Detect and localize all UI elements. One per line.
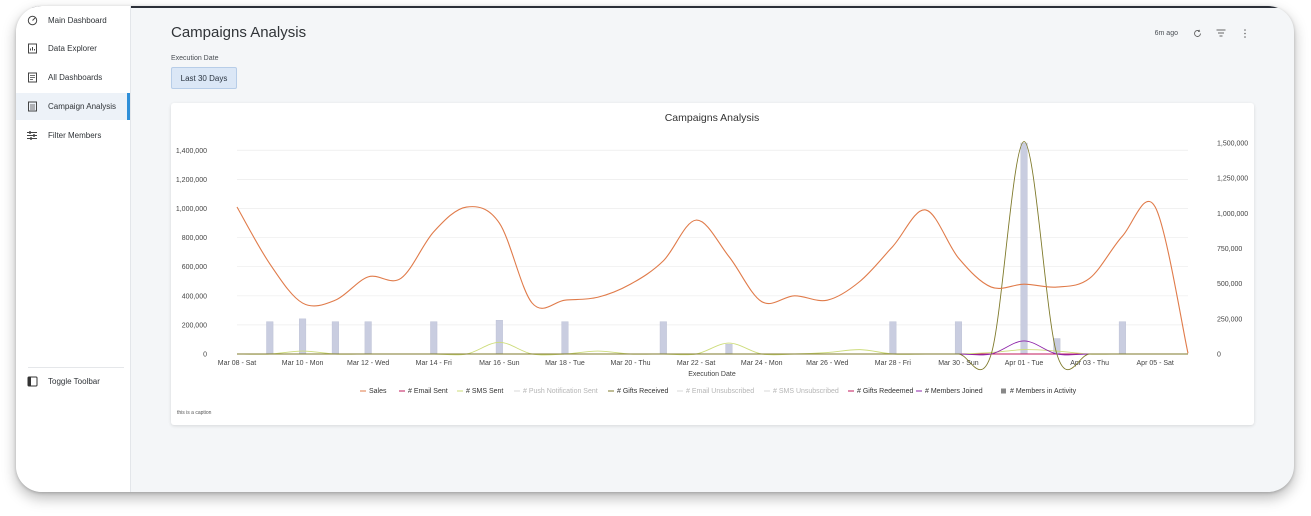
x-tick-label: Mar 30 - Sun (938, 360, 979, 367)
x-tick-label: Mar 12 - Wed (347, 360, 389, 367)
main-content: Campaigns Analysis 6m ago Execution Date… (135, 6, 1294, 492)
legend-label: # SMS Unsubscribed (773, 388, 839, 395)
y-left-tick-label: 0 (203, 352, 207, 359)
sidebar-item-filter-members[interactable]: Filter Members (16, 122, 130, 149)
series-line-gifts-received (237, 141, 1188, 371)
chart-card: Campaigns Analysis 0 200,000 400,000 600,000… (171, 103, 1254, 425)
toolbar-panel-icon (24, 374, 40, 390)
last-updated-text: 6m ago (1154, 29, 1178, 37)
bar-members-in-activity (299, 318, 307, 355)
series-line-sms-sent (236, 341, 1188, 356)
x-tick-label: Mar 18 - Tue (545, 360, 585, 367)
page-title: Campaigns Analysis (171, 24, 307, 41)
sidebar-item-campaign-analysis[interactable]: Campaign Analysis (16, 93, 130, 120)
y-left-tick-label: 600,000 (182, 264, 207, 271)
legend-label: # Email Sent (408, 388, 448, 395)
app-window: Main Dashboard Data Explorer All Dashboa… (16, 6, 1294, 492)
bar-members-in-activity (1020, 142, 1028, 355)
dashboards-list-icon (24, 70, 40, 86)
x-tick-label: Mar 14 - Fri (416, 360, 453, 367)
top-border (16, 6, 1294, 8)
refresh-icon[interactable] (1192, 28, 1202, 38)
x-tick-label: Mar 22 - Sat (677, 360, 716, 367)
bar-members-in-activity (954, 321, 962, 355)
bar-members-in-activity (495, 320, 503, 355)
x-tick-label: Mar 08 - Sat (218, 360, 257, 367)
legend-label: Sales (369, 388, 387, 395)
bar-members-in-activity (659, 321, 667, 355)
sidebar-item-label: Filter Members (48, 131, 102, 140)
bar-members-in-activity (889, 321, 897, 355)
y-right-tick-label: 0 (1217, 352, 1221, 359)
x-axis-label: Execution Date (688, 371, 736, 378)
y-left-tick-label: 1,400,000 (176, 148, 207, 155)
filter-icon[interactable] (1216, 28, 1226, 38)
y-left-tick-label: 800,000 (182, 235, 207, 242)
chart-title: Campaigns Analysis (665, 112, 760, 124)
more-vertical-icon[interactable] (1240, 28, 1250, 38)
sliders-icon (24, 128, 40, 144)
y-left-tick-label: 200,000 (182, 322, 207, 329)
sidebar-item-label: Main Dashboard (48, 16, 107, 25)
y-right-tick-label: 1,250,000 (1217, 176, 1248, 183)
bar-members-in-activity (725, 343, 733, 355)
y-right-tick-label: 1,000,000 (1217, 211, 1248, 218)
y-left-tick-label: 400,000 (182, 293, 207, 300)
x-tick-label: Apr 01 - Tue (1005, 360, 1044, 367)
header-actions: 6m ago (1155, 28, 1250, 38)
sidebar-item-main-dashboard[interactable]: Main Dashboard (16, 7, 130, 34)
sidebar-item-label: All Dashboards (48, 73, 103, 82)
legend-label: # SMS Sent (466, 388, 503, 395)
x-tick-label: Mar 20 - Thu (611, 360, 651, 367)
report-icon (24, 99, 40, 115)
x-tick-label: Apr 05 - Sat (1137, 360, 1174, 367)
bar-members-in-activity (364, 321, 372, 355)
chart-caption: this is a caption (177, 410, 212, 416)
date-filter-button[interactable]: Last 30 Days (171, 67, 237, 89)
legend-label: # Members in Activity (1010, 388, 1077, 395)
sidebar-item-data-explorer[interactable]: Data Explorer (16, 35, 130, 62)
y-left-tick-label: 1,000,000 (176, 206, 207, 213)
sidebar: Main Dashboard Data Explorer All Dashboa… (16, 6, 131, 492)
x-tick-label: Mar 28 - Fri (875, 360, 912, 367)
x-tick-label: Mar 10 - Mon (282, 360, 324, 367)
y-left-tick-label: 1,200,000 (176, 177, 207, 184)
y-right-tick-label: 250,000 (1217, 316, 1242, 323)
bar-members-in-activity (266, 321, 274, 355)
legend-label: # Push Notification Sent (523, 388, 598, 395)
data-explorer-icon (24, 41, 40, 57)
bar-members-in-activity (331, 321, 339, 355)
sidebar-divider (28, 367, 124, 368)
y-right-tick-label: 1,500,000 (1217, 141, 1248, 148)
toggle-toolbar-label: Toggle Toolbar (48, 377, 100, 386)
bar-members-in-activity (430, 321, 438, 355)
legend-marker (1001, 388, 1006, 394)
y-right-tick-label: 750,000 (1217, 246, 1242, 253)
legend-label: # Members Joined (925, 388, 983, 395)
x-tick-label: Apr 03 - Thu (1070, 360, 1109, 367)
y-right-tick-label: 500,000 (1217, 281, 1242, 288)
legend-label: # Email Unsubscribed (686, 388, 754, 395)
sidebar-item-label: Campaign Analysis (48, 102, 117, 111)
sidebar-item-all-dashboards[interactable]: All Dashboards (16, 64, 130, 91)
x-tick-label: Mar 24 - Mon (741, 360, 783, 367)
series-line-sales (236, 200, 1189, 354)
sidebar-item-label: Data Explorer (48, 44, 97, 53)
filter-label: Execution Date (171, 55, 219, 62)
x-tick-label: Mar 26 - Wed (806, 360, 848, 367)
x-tick-label: Mar 16 - Sun (479, 360, 520, 367)
dashboard-gauge-icon (24, 13, 40, 29)
legend-label: # Gifts Redeemed (857, 388, 914, 395)
bar-members-in-activity (1118, 321, 1126, 355)
campaigns-chart: Campaigns Analysis 0 200,000 400,000 600,000… (176, 112, 1248, 395)
legend-label: # Gifts Received (617, 388, 668, 395)
bar-members-in-activity (561, 321, 569, 355)
toggle-toolbar-button[interactable]: Toggle Toolbar (16, 368, 130, 395)
